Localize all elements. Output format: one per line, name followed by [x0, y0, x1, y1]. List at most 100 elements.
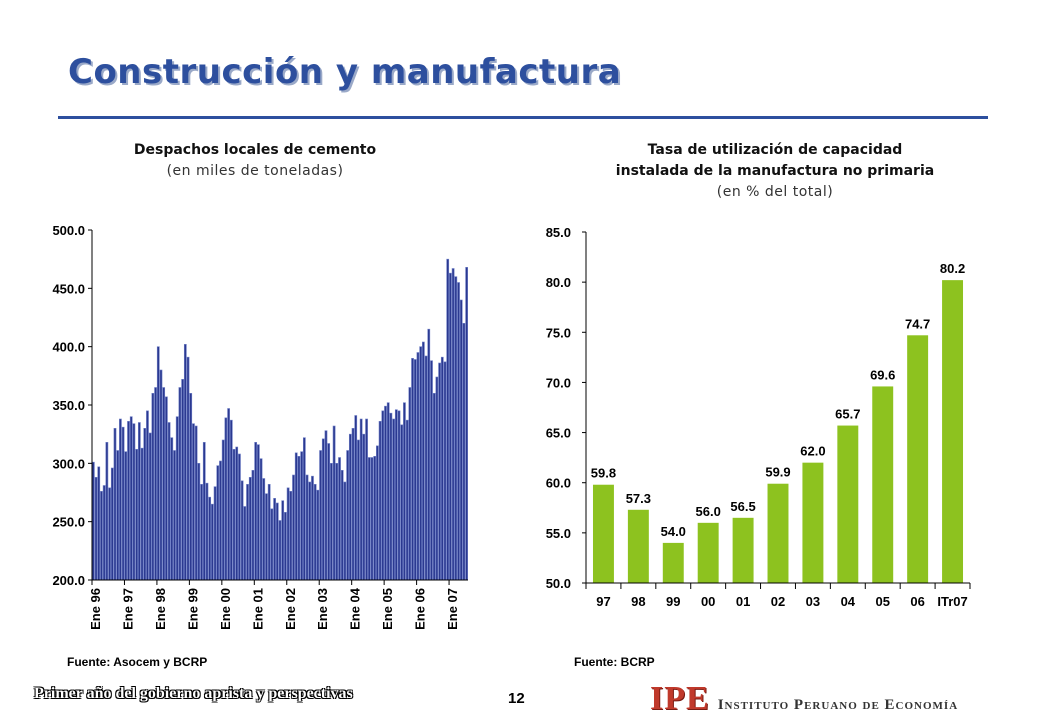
- cement-bar: [116, 450, 120, 581]
- cement-bar: [265, 493, 268, 581]
- cement-bar: [100, 491, 103, 581]
- cement-bar: [370, 457, 374, 581]
- cement-bar: [302, 437, 306, 581]
- cement-bar: [454, 276, 458, 581]
- cement-bar: [129, 416, 133, 581]
- cement-bar: [419, 346, 423, 581]
- capacity-value-label: 57.3: [626, 491, 651, 506]
- slide-title: Construcción y manufactura: [68, 52, 622, 92]
- cement-bar: [162, 387, 166, 581]
- cement-bar: [289, 491, 293, 581]
- cement-bar: [186, 356, 190, 581]
- cement-bar: [235, 446, 239, 581]
- cement-bar: [124, 451, 128, 581]
- capacity-bar: [697, 522, 719, 583]
- cement-bar: [197, 463, 201, 581]
- cement-bar: [278, 520, 282, 581]
- capacity-x-tick-label: 05: [875, 594, 889, 609]
- cement-chart-title: Despachos locales de cemento: [133, 142, 377, 158]
- cement-chart: 200.0 250.0 300.0 350.0 400.0 450.0 500.0 Ene 9…: [52, 223, 469, 630]
- cement-bar: [132, 423, 136, 581]
- cement-bar: [376, 445, 379, 581]
- cement-bar: [219, 460, 222, 581]
- cement-bar: [321, 438, 325, 581]
- capacity-y-tick-label: 80.0: [546, 275, 571, 290]
- cement-bar: [422, 341, 425, 581]
- cement-bar: [432, 393, 436, 581]
- capacity-bar: [907, 335, 929, 583]
- cement-x-tick-label: Ene 05: [380, 588, 395, 630]
- cement-bar: [259, 458, 263, 581]
- cement-bar: [359, 418, 363, 581]
- cement-bar: [435, 376, 439, 581]
- capacity-value-label: 59.8: [591, 466, 616, 481]
- capacity-y-tick-label: 85.0: [546, 225, 571, 240]
- cement-bar: [362, 433, 366, 581]
- capacity-x-tick-label: 02: [771, 594, 785, 609]
- cement-bar: [221, 439, 225, 581]
- capacity-bar: [802, 462, 824, 583]
- cement-y-tick-label: 400.0: [52, 340, 85, 355]
- cement-bar: [216, 465, 220, 581]
- cement-bar: [284, 512, 287, 581]
- capacity-bar: [627, 509, 649, 583]
- cement-bar: [154, 387, 157, 581]
- capacity-value-label: 54.0: [661, 524, 686, 539]
- logo-name: Instituto Peruano de Economía: [717, 697, 959, 713]
- cement-bar: [137, 422, 141, 581]
- cement-bar: [300, 451, 303, 581]
- capacity-y-tick-label: 60.0: [546, 476, 571, 491]
- cement-bar: [462, 323, 466, 581]
- cement-x-tick-label: Ene 96: [88, 588, 103, 630]
- cement-bar: [108, 487, 111, 581]
- cement-bar: [403, 402, 406, 581]
- capacity-x-tick-label: 01: [736, 594, 750, 609]
- cement-bar: [170, 437, 174, 581]
- cement-bar: [338, 457, 341, 581]
- cement-bar: [178, 387, 182, 581]
- capacity-y-tick-label: 50.0: [546, 576, 571, 591]
- cement-bar: [430, 360, 433, 581]
- cement-bar: [232, 449, 236, 581]
- cement-bar: [392, 418, 395, 581]
- cement-bar: [340, 470, 344, 581]
- capacity-chart-title-line2: instalada de la manufactura no primaria: [615, 163, 935, 179]
- capacity-value-label: 69.6: [870, 367, 895, 382]
- capacity-bar: [837, 425, 859, 583]
- cement-bar: [308, 481, 312, 581]
- cement-bar: [330, 463, 333, 581]
- cement-bar: [457, 282, 460, 581]
- logo-abbreviation: IPE: [650, 680, 710, 717]
- cement-bar: [324, 430, 328, 581]
- cement-bar: [183, 344, 187, 581]
- capacity-x-tick-label: 04: [841, 594, 856, 609]
- cement-bar: [373, 456, 377, 581]
- cement-bar: [446, 258, 450, 581]
- capacity-value-label: 62.0: [800, 444, 825, 459]
- cement-bar: [254, 442, 258, 581]
- cement-x-tick-label: Ene 07: [445, 588, 460, 630]
- cement-bar: [389, 412, 393, 581]
- title-divider: [58, 116, 988, 119]
- capacity-bar: [942, 280, 964, 583]
- cement-bar: [305, 474, 309, 581]
- cement-bar: [102, 485, 106, 581]
- cement-bar: [257, 444, 260, 581]
- capacity-value-label: 56.5: [730, 499, 755, 514]
- cement-bar: [208, 496, 212, 581]
- cement-bar: [194, 425, 198, 581]
- capacity-bar: [872, 386, 894, 583]
- cement-bar: [297, 456, 301, 581]
- cement-bar: [357, 439, 360, 581]
- capacity-bar: [732, 517, 754, 583]
- cement-bar: [94, 477, 98, 581]
- cement-bar: [181, 379, 184, 581]
- cement-y-tick-label: 350.0: [52, 398, 85, 413]
- cement-bar: [251, 470, 255, 581]
- cement-bar: [438, 362, 441, 581]
- cement-bar: [424, 355, 428, 581]
- cement-bar: [205, 482, 209, 581]
- cement-bar: [189, 393, 193, 581]
- cement-bar: [294, 452, 298, 581]
